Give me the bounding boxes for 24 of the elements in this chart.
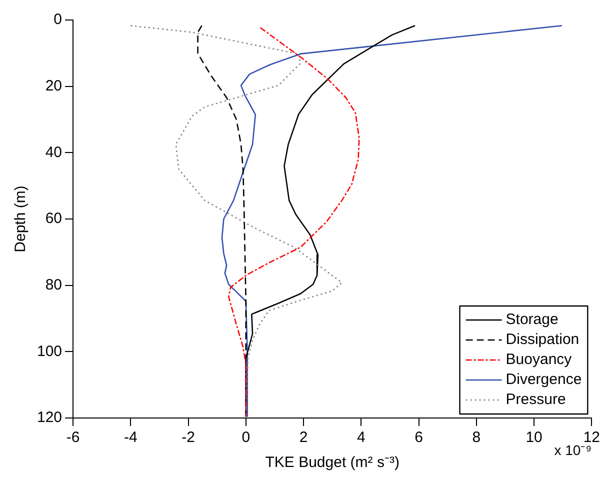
y-tick-label: 100 [36, 342, 62, 360]
y-tick-label: 80 [45, 276, 62, 294]
y-axis-title: Depth (m) [12, 186, 30, 252]
x-tick-label: 2 [299, 429, 308, 446]
line-series [228, 26, 360, 417]
y-tick-label: 0 [54, 11, 62, 28]
legend-label: Dissipation [506, 331, 580, 348]
y-tick-label: 120 [36, 409, 62, 426]
x-axis-title: TKE Budget (m² s⁻³) [265, 454, 400, 472]
legend-label: Storage [506, 311, 558, 328]
x-tick-label: -4 [124, 429, 138, 446]
x-tick-label: -6 [66, 429, 80, 446]
x-tick-label: 4 [356, 429, 366, 446]
x-tick-label: 8 [472, 429, 481, 446]
legend-label: Divergence [506, 371, 582, 388]
x-tick-label: -2 [182, 429, 195, 446]
y-tick-label: 60 [45, 210, 62, 228]
legend-label: Buoyancy [506, 351, 572, 368]
legend-label: Pressure [506, 391, 566, 408]
x-tick-label: 10 [526, 429, 542, 446]
x-tick-label: 0 [242, 429, 250, 446]
y-tick-label: 40 [45, 144, 62, 161]
x-tick-label: 6 [414, 429, 423, 446]
y-tick-label: 20 [45, 77, 62, 94]
